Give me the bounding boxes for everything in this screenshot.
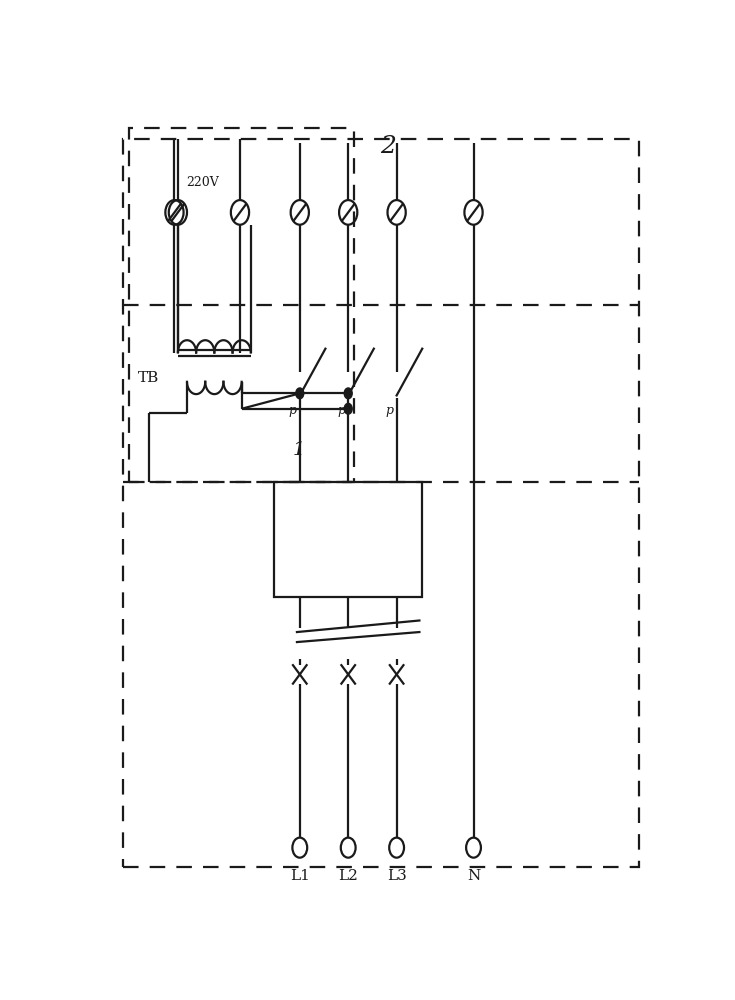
Bar: [274, 482, 422, 597]
Text: L3: L3: [387, 869, 406, 883]
Text: 220V: 220V: [187, 176, 219, 189]
Bar: [129, 128, 354, 482]
Text: p: p: [337, 404, 345, 417]
Circle shape: [295, 388, 304, 399]
Text: 2: 2: [380, 135, 396, 158]
Text: L2: L2: [338, 869, 358, 883]
Text: N: N: [467, 869, 480, 883]
Circle shape: [344, 403, 352, 414]
Text: p: p: [289, 404, 297, 417]
Text: TB: TB: [137, 371, 159, 385]
Text: L1: L1: [290, 869, 309, 883]
Text: p: p: [386, 404, 394, 417]
Text: 1: 1: [293, 441, 306, 459]
Circle shape: [344, 388, 352, 399]
